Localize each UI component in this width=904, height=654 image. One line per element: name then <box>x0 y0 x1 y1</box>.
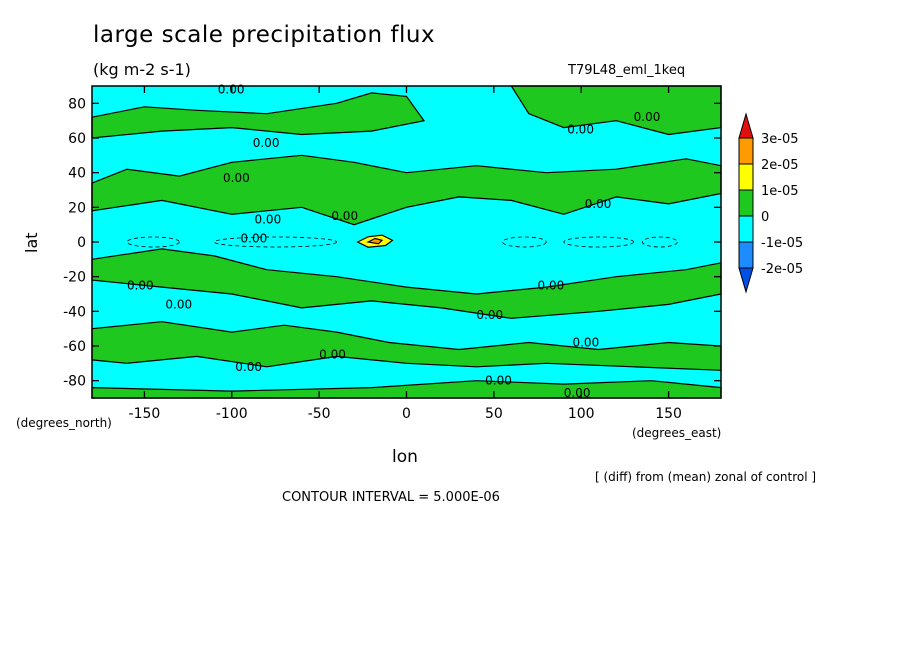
colorbar-label: 3e-05 <box>761 132 799 147</box>
region-nh-mid-lat-band-1 <box>91 92 426 139</box>
chart-title: large scale precipitation flux <box>93 22 436 48</box>
x-tick-label: 50 <box>485 406 503 422</box>
y-tick-label: -40 <box>63 304 86 320</box>
chart-units: (kg m-2 s-1) <box>93 60 191 79</box>
y-tick-label: 20 <box>68 200 86 216</box>
contour-label: 0.00 <box>253 136 280 150</box>
colorbar-bottom-arrow <box>738 267 754 294</box>
run-name: T79L48_eml_1keq <box>568 63 686 78</box>
contour-label: 0.00 <box>127 278 154 292</box>
y-tick-label: -80 <box>63 374 86 390</box>
contour-label: 0.00 <box>572 336 599 350</box>
colorbar-segment <box>738 137 754 165</box>
contour-label: 0.00 <box>538 278 565 292</box>
y-axis-unit: (degrees_north) <box>16 416 112 430</box>
y-tick-label: 0 <box>77 235 86 251</box>
contour-label: 0.00 <box>331 209 358 223</box>
contour-interval: CONTOUR INTERVAL = 5.000E-06 <box>282 490 500 505</box>
difference-note: [ (diff) from (mean) zonal of control ] <box>595 470 817 484</box>
colorbar-top-arrow <box>738 112 754 139</box>
x-tick-label: 150 <box>655 406 682 422</box>
contour-label: 0.00 <box>585 197 612 211</box>
y-tick-label: -60 <box>63 339 86 355</box>
contour-label: 0.00 <box>235 360 262 374</box>
y-tick-label: 40 <box>68 166 86 182</box>
x-tick-label: -100 <box>216 406 248 422</box>
colorbar-label: -2e-05 <box>761 262 803 277</box>
contour-label: 0.00 <box>634 110 661 124</box>
contour-label: 0.00 <box>567 122 594 136</box>
negative-contour-2 <box>502 236 547 248</box>
contour-label: 0.00 <box>485 374 512 388</box>
region-equatorial-maximum-core <box>366 237 384 245</box>
colorbar-label: 2e-05 <box>761 158 799 173</box>
colorbar-segment <box>738 163 754 191</box>
x-axis-label: lon <box>392 447 418 467</box>
negative-contour-0 <box>126 236 180 248</box>
y-tick-label: 80 <box>68 96 86 112</box>
x-tick-label: -50 <box>308 406 331 422</box>
contour-label: 0.00 <box>319 348 346 362</box>
x-tick-label: 0 <box>402 406 411 422</box>
colorbar-segment <box>738 189 754 217</box>
x-tick-label: -150 <box>129 406 161 422</box>
colorbar-segment <box>738 241 754 269</box>
negative-contour-3 <box>563 236 635 248</box>
negative-contour-4 <box>641 236 678 248</box>
colorbar-label: -1e-05 <box>761 236 803 251</box>
colorbar-label: 1e-05 <box>761 184 799 199</box>
contour-label: 0.00 <box>165 297 192 311</box>
x-tick-label: 100 <box>568 406 595 422</box>
colorbar-segment <box>738 215 754 243</box>
y-tick-label: 60 <box>68 131 86 147</box>
contour-label: 0.00 <box>223 171 250 185</box>
negative-contour-1 <box>213 236 338 248</box>
x-axis-unit: (degrees_east) <box>632 426 722 440</box>
colorbar-label: 0 <box>761 210 769 225</box>
contour-label: 0.00 <box>564 386 591 400</box>
contour-label: 0.00 <box>241 232 268 246</box>
y-tick-label: -20 <box>63 270 86 286</box>
contour-label: 0.00 <box>254 212 281 226</box>
contour-label: 0.00 <box>476 308 503 322</box>
